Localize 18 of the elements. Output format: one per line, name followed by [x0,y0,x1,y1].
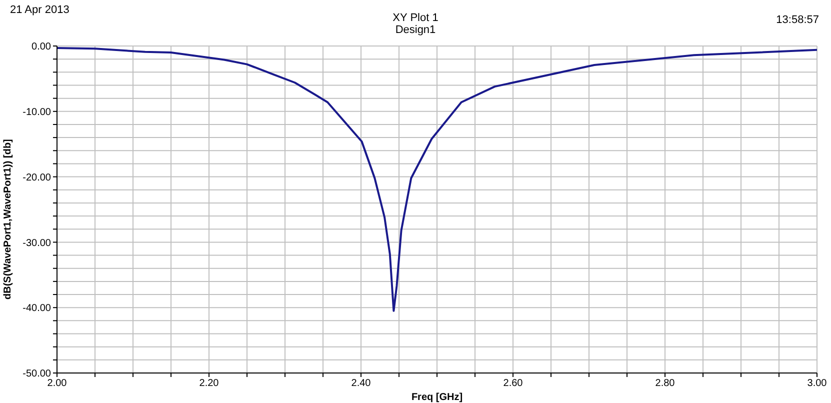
x-tick-label: 3.00 [807,378,828,390]
y-axis-title: dB(S(WavePort1,WavePort1)) [db] [2,139,14,300]
y-tick-label: -10.00 [22,106,52,118]
text: 13:58:57 [776,14,819,26]
x-axis-title: Freq [GHz] [411,392,463,403]
x-tick-label: 2.80 [655,378,676,390]
x-tick-label: 2.60 [503,378,524,390]
x-tick-label: 2.40 [351,378,372,390]
y-tick-label: -30.00 [22,238,52,249]
x-tick-label: 2.20 [199,378,220,390]
y-tick-label: 0.00 [32,42,52,53]
y-tick-label: -40.00 [22,303,52,314]
y-tick-label: -20.00 [22,172,52,184]
chart-title: XY Plot 1 [392,12,438,24]
chart-subtitle: Design1 [395,24,436,36]
text: 21 Apr 2013 [10,4,70,16]
x-tick-label: 2.00 [47,378,68,390]
y-tick-label: -50.00 [22,368,52,380]
